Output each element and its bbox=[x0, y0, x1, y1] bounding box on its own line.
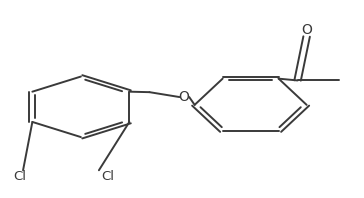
Text: O: O bbox=[178, 90, 189, 104]
Text: Cl: Cl bbox=[102, 170, 114, 183]
Text: O: O bbox=[301, 23, 312, 37]
Text: Cl: Cl bbox=[13, 170, 26, 183]
